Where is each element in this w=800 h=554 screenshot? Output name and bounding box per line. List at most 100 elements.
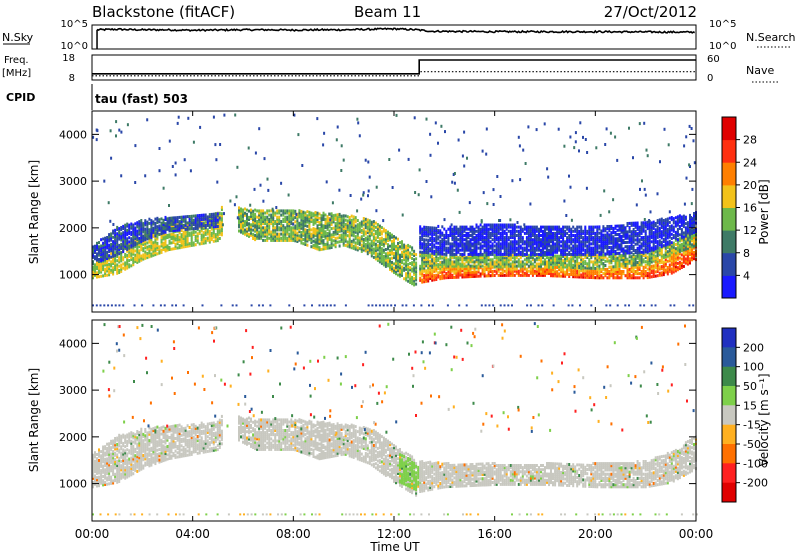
power-echo-cell [550, 258, 552, 262]
power-echo-cell [372, 234, 375, 238]
power-echo-cell [463, 267, 466, 270]
power-echo-cell [578, 225, 581, 229]
power-echo-cell [616, 258, 619, 262]
power-echo-cell [678, 262, 681, 266]
power-echo-cell [310, 241, 313, 244]
power-echo-cell [196, 236, 199, 240]
power-echo-cell [513, 264, 516, 268]
power-echo-cell [531, 262, 534, 266]
power-echo-cell [606, 225, 609, 228]
power-echo-cell [350, 239, 353, 243]
power-echo-cell [112, 242, 115, 246]
power-echo-cell [658, 259, 661, 263]
power-echo-cell [463, 269, 466, 273]
power-echo-cell [244, 230, 246, 234]
power-echo-cell [548, 262, 550, 266]
power-echo-cell [326, 217, 329, 221]
power-echo-cell [246, 217, 248, 220]
power-echo-cell [248, 226, 250, 230]
power-echo-cell [503, 246, 506, 250]
power-echo-cell [132, 229, 135, 233]
power-echo-cell [238, 210, 240, 214]
power-echo-cell [142, 238, 145, 242]
power-echo-cell [180, 241, 183, 245]
power-echo-cell [538, 258, 540, 262]
power-echo-cell [523, 273, 526, 277]
power-echo-cell [266, 236, 269, 240]
power-echo-cell [246, 229, 248, 233]
power-echo-cell [240, 213, 242, 217]
power-echo-cell [608, 265, 611, 269]
power-echo-cell [328, 221, 331, 225]
power-echo-cell [320, 214, 323, 218]
power-echo-cell [578, 231, 581, 235]
power-echo-cell [240, 230, 242, 234]
power-echo-cell [546, 231, 548, 235]
power-echo-cell [642, 260, 645, 264]
power-echo-cell [334, 222, 337, 226]
power-echo-cell [96, 243, 98, 247]
power-echo-cell [146, 254, 149, 257]
power-echo-cell [324, 219, 327, 223]
power-echo-cell [423, 234, 426, 238]
power-echo-cell [387, 264, 389, 268]
power-echo-cell [374, 232, 377, 236]
power-echo-cell [397, 269, 399, 273]
power-echo-cell [204, 230, 207, 234]
power-echo-cell [356, 248, 359, 252]
power-echo-cell [130, 233, 133, 236]
power-echo-cell [124, 265, 127, 269]
power-echo-cell [421, 278, 424, 282]
power-echo-cell [429, 226, 432, 230]
power-echo-cell [441, 233, 444, 237]
power-echo-cell [174, 224, 177, 228]
power-echo-cell [564, 244, 567, 248]
power-echo-cell [162, 233, 165, 237]
power-echo-cell [465, 225, 468, 229]
power-echo-cell [397, 254, 399, 258]
power-echo-cell [393, 239, 395, 243]
power-echo-cell [598, 225, 601, 229]
power-echo-cell [624, 265, 627, 269]
power-echo-cell [244, 232, 246, 236]
power-echo-cell [483, 244, 486, 248]
power-echo-cell [548, 231, 550, 235]
power-echo-cell [503, 248, 506, 252]
power-echo-cell [162, 225, 165, 229]
power-echo-cell [431, 268, 434, 272]
power-echo-cell [519, 227, 522, 231]
power-echo-cell [164, 238, 167, 242]
power-echo-cell [192, 233, 195, 236]
power-echo-cell [142, 253, 145, 257]
power-echo-cell [106, 246, 109, 250]
power-echo-cell [318, 223, 321, 226]
power-echo-cell [354, 228, 357, 232]
power-echo-cell [511, 244, 514, 248]
power-echo-cell [445, 256, 448, 260]
power-echo-cell [592, 242, 595, 246]
power-echo-cell [338, 229, 341, 233]
power-echo-cell [505, 238, 508, 242]
power-echo-cell [678, 265, 681, 268]
power-echo-cell [517, 246, 520, 250]
power-echo-cell [531, 238, 534, 242]
power-echo-cell [660, 258, 663, 262]
power-echo-cell [314, 219, 317, 223]
power-echo-cell [676, 246, 679, 250]
power-echo-cell [574, 246, 577, 250]
power-echo-cell [344, 237, 347, 241]
power-echo-cell [602, 276, 605, 280]
power-echo-cell [148, 230, 151, 234]
power-echo-cell [554, 250, 557, 254]
power-echo-cell [455, 258, 458, 262]
power-echo-cell [497, 258, 500, 262]
power-echo-cell [218, 218, 221, 222]
power-echo-cell [654, 270, 657, 274]
power-echo-cell [403, 262, 406, 266]
power-echo-cell [156, 221, 159, 224]
power-echo-cell [588, 266, 591, 270]
power-echo-cell [140, 235, 143, 239]
power-echo-cell [584, 238, 587, 242]
power-echo-cell [120, 253, 123, 257]
power-echo-cell [475, 236, 478, 240]
